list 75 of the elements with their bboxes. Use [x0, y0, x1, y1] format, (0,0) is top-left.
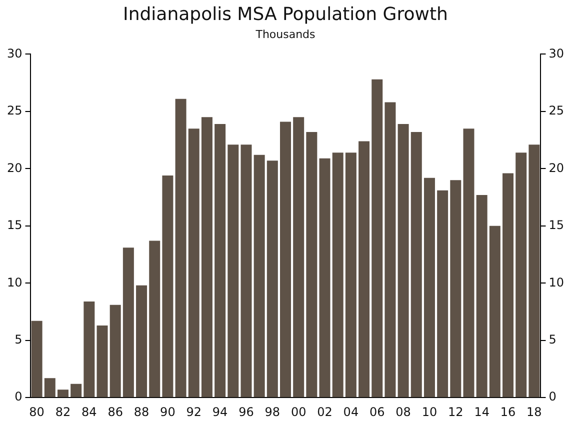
bar: [266, 160, 278, 398]
x-tick-label: 80: [29, 404, 44, 419]
bar: [280, 122, 291, 398]
bar: [110, 304, 121, 398]
y-tick-label: 5: [14, 332, 22, 346]
x-tick-label: 86: [108, 404, 123, 419]
x-tick-label: 98: [264, 404, 280, 419]
bar: [31, 320, 42, 398]
y2-tick-label: 15: [548, 218, 564, 232]
x-tick-label: 16: [500, 404, 516, 419]
x-tick-label: 90: [160, 404, 176, 419]
bar: [96, 325, 108, 398]
bar: [136, 285, 148, 398]
x-tick-label: 12: [448, 404, 464, 419]
x-tick-label: 88: [134, 404, 150, 419]
x-tick-label: 00: [290, 404, 306, 419]
bar: [398, 124, 409, 398]
bar: [424, 178, 435, 398]
bar: [162, 176, 174, 398]
y-tick-label: 0: [14, 390, 22, 404]
bar: [410, 132, 422, 398]
x-tick-label: 04: [343, 404, 359, 419]
y-tick-label: 15: [6, 218, 22, 232]
x-tick-label: 14: [474, 404, 490, 419]
y-tick-label: 20: [6, 160, 22, 175]
x-tick-label: 06: [369, 404, 385, 419]
bar: [437, 190, 448, 398]
y-tick-label: 10: [6, 275, 22, 290]
bar: [254, 154, 265, 398]
bar: [84, 301, 95, 398]
bar: [489, 226, 500, 398]
bar: [463, 128, 474, 398]
bar: [57, 390, 68, 398]
x-tick-label: 96: [238, 404, 254, 419]
y2-tick-label: 30: [548, 46, 564, 60]
x-tick-label: 08: [396, 404, 411, 419]
chart-title: Indianapolis MSA Population Growth: [122, 4, 449, 25]
x-tick-label: 18: [526, 404, 542, 419]
bar: [516, 152, 527, 398]
bar: [201, 117, 212, 398]
bar: [319, 158, 330, 398]
y2-tick-label: 5: [548, 332, 556, 346]
bar: [332, 152, 344, 398]
x-tick-label: 92: [186, 404, 202, 419]
x-tick-label: 84: [82, 404, 97, 419]
bar: [502, 173, 514, 398]
bar: [44, 378, 56, 398]
bar: [175, 98, 186, 398]
y-tick-label: 25: [6, 104, 22, 118]
y2-tick-label: 0: [548, 390, 556, 404]
y2-tick-label: 10: [548, 275, 564, 290]
y2-tick-label: 25: [548, 104, 564, 118]
bar: [214, 124, 226, 398]
bar: [293, 117, 304, 398]
bar: [450, 180, 462, 398]
bar: [149, 240, 160, 398]
y2-tick-label: 20: [548, 160, 564, 175]
bar: [228, 144, 239, 398]
x-tick-label: 82: [55, 404, 71, 419]
bar: [122, 248, 134, 398]
bar: [358, 141, 370, 398]
bar: [528, 144, 540, 398]
bar: [372, 79, 383, 398]
bar: [345, 152, 356, 398]
bar: [240, 144, 252, 398]
y-tick-label: 30: [6, 46, 22, 60]
bar: [384, 102, 396, 398]
bar: [306, 132, 318, 398]
chart-subtitle: Thousands: [254, 28, 316, 41]
bar: [188, 128, 200, 398]
bar: [476, 194, 488, 398]
x-tick-label: 10: [422, 404, 438, 419]
x-tick-label: 94: [212, 404, 228, 419]
x-tick-label: 02: [317, 404, 332, 419]
bar: [70, 384, 82, 398]
